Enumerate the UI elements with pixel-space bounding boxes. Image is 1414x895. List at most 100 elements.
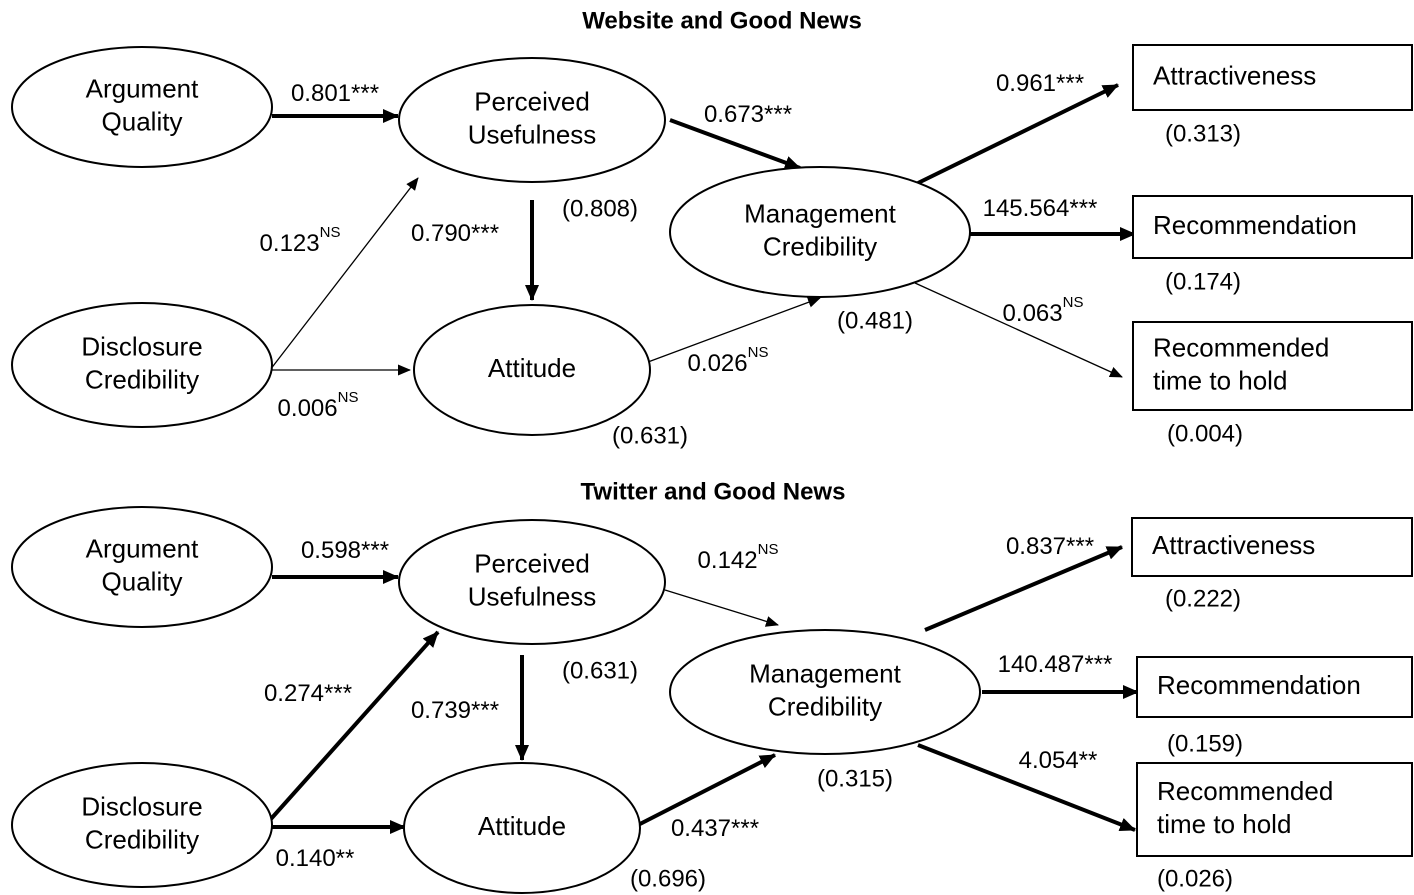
node-label: Usefulness bbox=[468, 581, 597, 611]
path-coefficient: 0.598*** bbox=[301, 537, 389, 564]
r-squared: (0.004) bbox=[1167, 420, 1243, 447]
node-label: Management bbox=[744, 198, 897, 228]
path-arrow bbox=[268, 630, 440, 822]
r-squared: (0.222) bbox=[1165, 585, 1241, 612]
r-squared: (0.808) bbox=[562, 195, 638, 222]
coefficient-value: 4.054** bbox=[1019, 747, 1098, 774]
outcome-box bbox=[1136, 656, 1413, 718]
node-label: Management bbox=[749, 658, 902, 688]
node-label: Argument bbox=[86, 533, 199, 563]
node-label: Quality bbox=[102, 106, 183, 136]
node-label: Credibility bbox=[763, 231, 877, 261]
node-label: Recommended bbox=[1153, 332, 1329, 362]
coefficient-value: 0.437*** bbox=[671, 815, 759, 842]
path-coefficient: 0.961*** bbox=[996, 70, 1084, 97]
node-label: Usefulness bbox=[468, 119, 597, 149]
node-label: Recommendation bbox=[1157, 670, 1361, 700]
path-coefficient: 4.054** bbox=[1019, 747, 1098, 774]
coefficient-value: 0.274*** bbox=[264, 680, 352, 707]
significance: NS bbox=[748, 344, 769, 361]
coefficient-value: 0.142 bbox=[698, 547, 758, 574]
node-label: Recommendation bbox=[1153, 210, 1357, 240]
path-arrow bbox=[914, 282, 1123, 378]
path-coefficient: 145.564*** bbox=[983, 195, 1098, 222]
panel-title: Website and Good News bbox=[582, 7, 862, 34]
coefficient-value: 0.598*** bbox=[301, 537, 389, 564]
coefficient-value: 0.063 bbox=[1003, 300, 1063, 327]
coefficient-value: 0.790*** bbox=[411, 220, 499, 247]
r-squared: (0.631) bbox=[612, 422, 688, 449]
path-coefficient: 0.801*** bbox=[291, 80, 379, 107]
significance: NS bbox=[1063, 294, 1084, 311]
r-squared: (0.631) bbox=[562, 657, 638, 684]
node-label: Attractiveness bbox=[1153, 60, 1316, 90]
coefficient-value: 0.026 bbox=[688, 350, 748, 377]
path-arrow bbox=[647, 297, 821, 363]
path-arrow bbox=[924, 545, 1123, 632]
node-label: time to hold bbox=[1153, 365, 1287, 395]
r-squared: (0.315) bbox=[817, 765, 893, 792]
coefficient-value: 0.673*** bbox=[704, 101, 792, 128]
path-coefficient: 0.739*** bbox=[411, 697, 499, 724]
path-coefficient: 0.123NS bbox=[260, 224, 341, 257]
path-coefficient: 0.274*** bbox=[264, 680, 352, 707]
coefficient-value: 0.006 bbox=[278, 395, 338, 422]
node-label: Credibility bbox=[85, 824, 199, 854]
node-label: Quality bbox=[102, 566, 183, 596]
path-coefficient: 0.063NS bbox=[1003, 294, 1084, 327]
node-label: Disclosure bbox=[81, 791, 202, 821]
significance: NS bbox=[758, 541, 779, 558]
path-coefficient: 0.673*** bbox=[704, 101, 792, 128]
path-arrow bbox=[917, 743, 1136, 832]
latent-construct bbox=[11, 302, 273, 428]
node-label: Disclosure bbox=[81, 331, 202, 361]
r-squared: (0.481) bbox=[837, 307, 913, 334]
latent-construct bbox=[669, 166, 971, 298]
coefficient-value: 0.123 bbox=[260, 230, 320, 257]
path-coefficient: 0.142NS bbox=[698, 541, 779, 574]
path-arrow bbox=[917, 83, 1119, 185]
node-label: Perceived bbox=[474, 548, 590, 578]
path-coefficient: 0.006NS bbox=[278, 389, 359, 422]
path-coefficient: 0.790*** bbox=[411, 220, 499, 247]
outcome-box bbox=[1132, 195, 1413, 259]
path-arrow bbox=[269, 177, 419, 371]
path-arrow bbox=[664, 589, 779, 627]
node-label: Attitude bbox=[478, 811, 566, 841]
path-coefficient: 140.487*** bbox=[998, 651, 1113, 678]
coefficient-value: 0.961*** bbox=[996, 70, 1084, 97]
outcome-box bbox=[1132, 44, 1413, 111]
node-label: Credibility bbox=[85, 364, 199, 394]
significance: NS bbox=[320, 224, 341, 241]
path-coefficient: 0.140** bbox=[276, 845, 355, 872]
latent-construct bbox=[398, 519, 666, 645]
coefficient-value: 0.140** bbox=[276, 845, 355, 872]
outcome-box bbox=[1132, 321, 1413, 411]
node-label: Recommended bbox=[1157, 776, 1333, 806]
path-arrow bbox=[637, 753, 776, 827]
significance: NS bbox=[338, 389, 359, 406]
latent-construct bbox=[11, 46, 273, 168]
path-coefficient: 0.437*** bbox=[671, 815, 759, 842]
coefficient-value: 140.487*** bbox=[998, 651, 1113, 678]
node-label: Credibility bbox=[768, 691, 882, 721]
outcome-box bbox=[1131, 517, 1413, 577]
path-coefficient: 0.026NS bbox=[688, 344, 769, 377]
outcome-box bbox=[1136, 762, 1413, 857]
coefficient-value: 0.801*** bbox=[291, 80, 379, 107]
latent-construct bbox=[11, 762, 273, 888]
r-squared: (0.313) bbox=[1165, 120, 1241, 147]
coefficient-value: 0.837*** bbox=[1006, 533, 1094, 560]
coefficient-value: 145.564*** bbox=[983, 195, 1098, 222]
latent-construct bbox=[11, 506, 273, 628]
r-squared: (0.174) bbox=[1165, 268, 1241, 295]
latent-construct bbox=[669, 629, 981, 755]
node-label: Argument bbox=[86, 73, 199, 103]
node-label: Attitude bbox=[488, 353, 576, 383]
r-squared: (0.696) bbox=[630, 865, 706, 892]
node-label: Perceived bbox=[474, 86, 590, 116]
latent-construct bbox=[413, 304, 651, 436]
latent-construct bbox=[398, 57, 666, 183]
latent-construct bbox=[403, 762, 641, 894]
